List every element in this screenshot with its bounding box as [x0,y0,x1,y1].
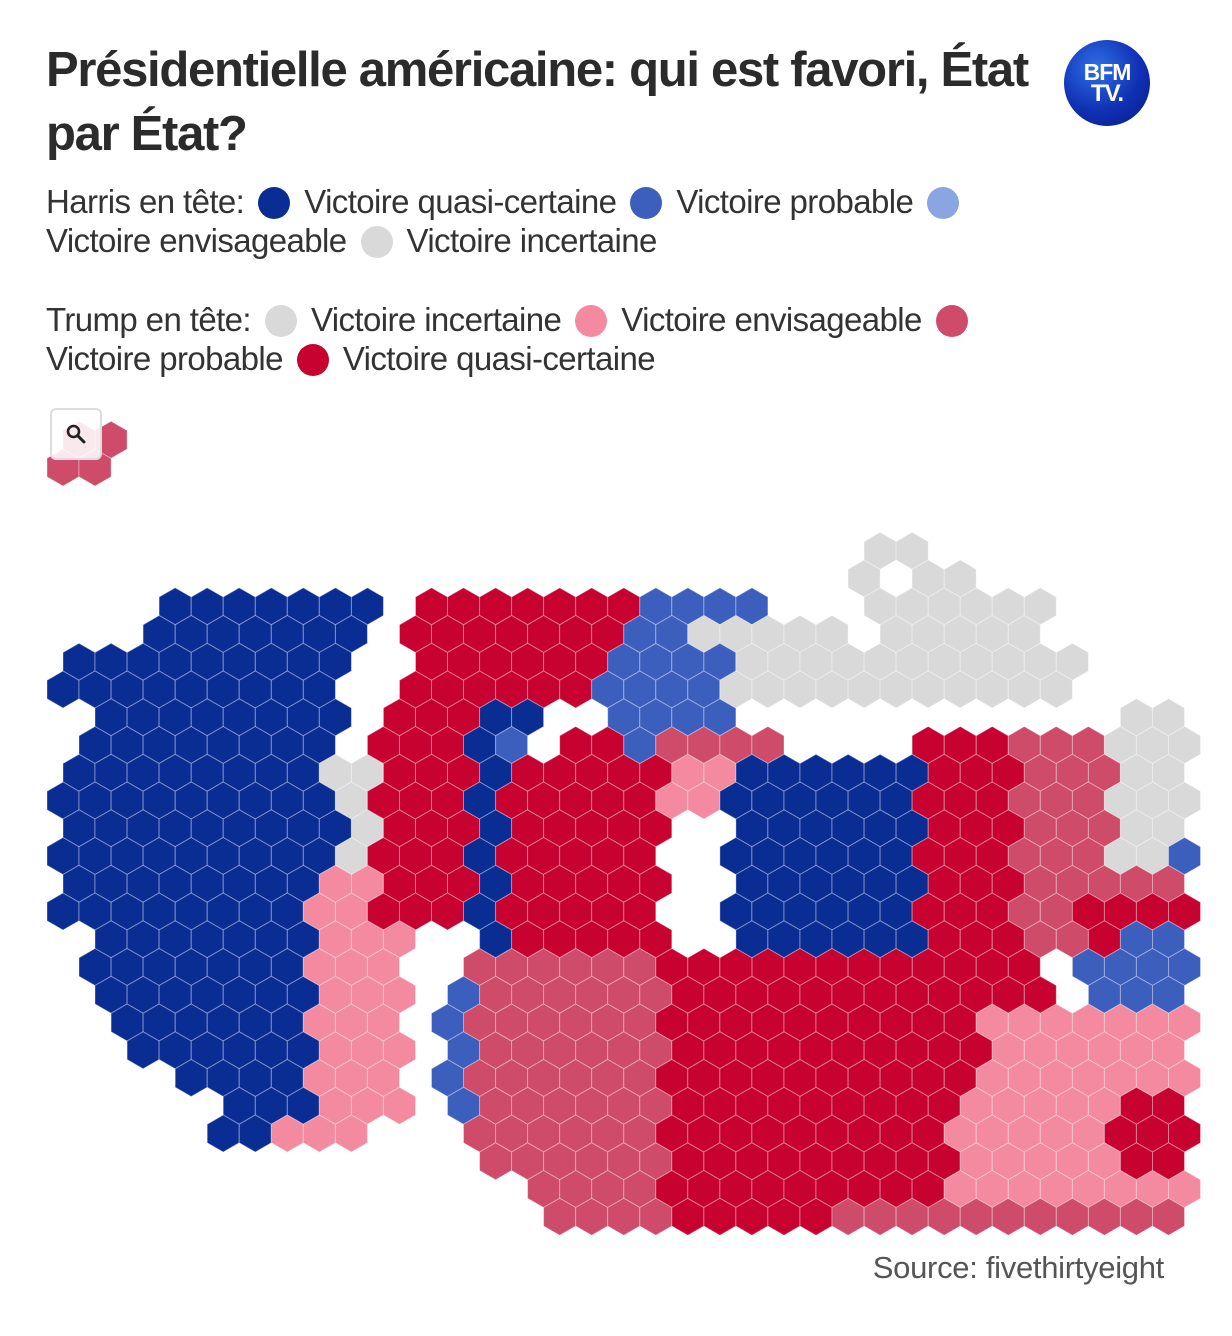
legend-label-trump-probable: Victoire probable [46,340,283,377]
hex-cell [1168,836,1201,876]
hex-cell [1168,725,1201,765]
source-credit: Source: fivethirtyeight [872,1250,1165,1285]
legend-swatch-trump-envisageable [575,305,608,337]
hex-cell [334,1114,368,1153]
hex-cell [1168,892,1201,931]
legend-harris-lead: Harris en tête: [46,183,245,220]
legend-swatch-trump-incertaine [264,305,297,337]
hex-cell [943,559,977,598]
hex-cell [382,1086,416,1125]
hex-cell [1168,781,1201,820]
legend-swatch-harris-quasi-certaine [258,187,291,219]
legend-swatch-trump-probable [935,305,968,337]
legend-label-harris-incertaine: Victoire incertaine [406,222,658,259]
page-title: Présidentielle américaine: qui est favor… [46,43,1029,161]
legend-swatch-trump-quasi-certaine [296,344,329,376]
legend-swatch-harris-probable [630,187,663,219]
hex-cell [1152,1197,1185,1236]
magnifier-icon [66,424,86,444]
legend-label-trump-envisageable: Victoire envisageable [621,301,922,338]
legend-swatch-harris-envisageable [927,187,960,219]
legend-label-harris-envisageable: Victoire envisageable [46,222,347,259]
legend-swatch-harris-incertaine [360,226,393,258]
legend-label-harris-quasi-certaine: Victoire quasi-certaine [304,183,617,220]
legend-trump-lead: Trump en tête: [46,301,252,338]
legend-label-trump-quasi-certaine: Victoire quasi-certaine [342,340,656,377]
legend-label-trump-incertaine: Victoire incertaine [310,301,562,338]
zoom-button[interactable] [50,408,102,460]
legend-trump: Trump en tête: Victoire incertaine Victoir… [46,300,1186,378]
legend-harris: Harris en tête: Victoire quasi-certaine Vi… [46,182,1186,260]
logo-line-1: BFM [1083,59,1132,85]
bfmtv-logo: BFM TV. [1064,40,1150,126]
legend-label-harris-probable: Victoire probable [676,183,914,220]
logo-line-2: TV. [1090,80,1124,107]
hex-cell [1039,670,1073,709]
